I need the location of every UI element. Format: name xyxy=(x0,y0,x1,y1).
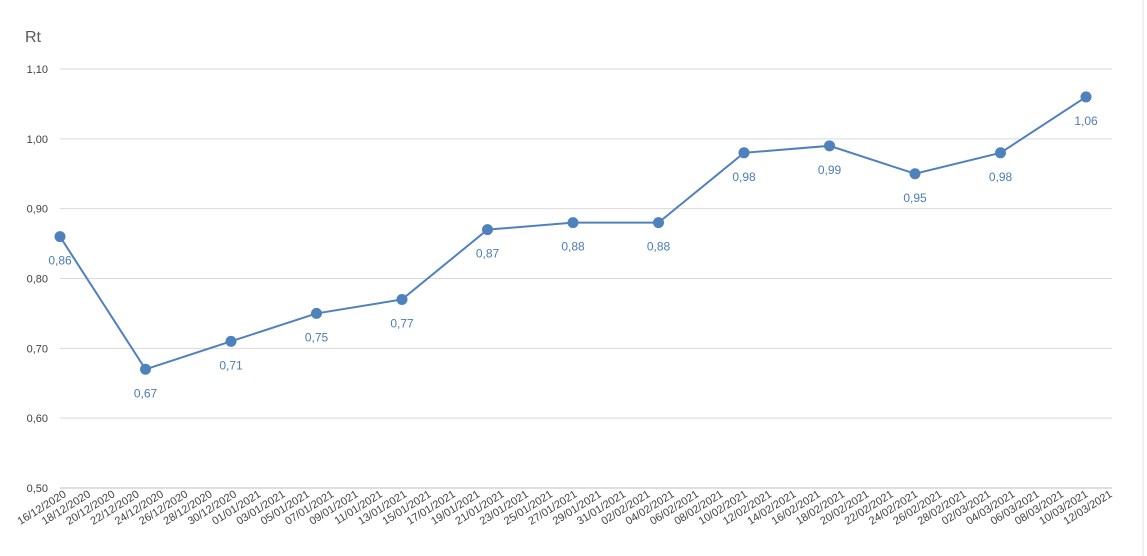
data-label: 0,67 xyxy=(134,386,158,400)
data-point xyxy=(909,168,921,180)
y-axis-title: Rt xyxy=(25,29,42,46)
data-point xyxy=(653,217,664,229)
data-point xyxy=(738,147,750,159)
y-axis-ticks: 0,50 0,60 0,70 0,80 0,90 1,00 1,10 xyxy=(27,64,48,495)
data-label: 0,88 xyxy=(647,240,671,254)
data-label: 0,88 xyxy=(561,240,585,254)
data-label: 0,98 xyxy=(732,170,756,184)
gridlines xyxy=(60,68,1112,489)
x-axis-ticks: 16/12/202018/12/202020/12/202022/12/2020… xyxy=(16,488,1115,527)
data-label: 1,06 xyxy=(1074,114,1098,128)
data-label: 0,99 xyxy=(818,163,842,177)
y-tick-label: 0,50 xyxy=(27,483,48,495)
data-labels: 0,86 0,67 0,71 0,75 0,77 0,87 0,88 0,88 0,98 0,99… xyxy=(48,114,1098,400)
data-label: 0,98 xyxy=(989,170,1013,184)
series-line xyxy=(59,96,1087,371)
y-tick-label: 0,80 xyxy=(27,274,48,286)
data-point xyxy=(396,293,408,305)
data-label: 0,95 xyxy=(903,191,927,205)
y-tick-label: 0,90 xyxy=(27,204,48,216)
data-point xyxy=(311,307,322,319)
data-label: 0,71 xyxy=(219,358,243,372)
data-point xyxy=(995,147,1006,159)
data-point xyxy=(824,140,835,152)
y-tick-label: 1,10 xyxy=(27,64,48,76)
data-label: 0,87 xyxy=(476,247,500,261)
data-label: 0,75 xyxy=(305,330,329,344)
series-rt xyxy=(54,91,1092,375)
data-point xyxy=(482,224,493,236)
y-tick-label: 0,70 xyxy=(27,343,48,355)
data-label: 0,86 xyxy=(48,254,72,268)
y-tick-label: 1,00 xyxy=(27,134,48,146)
data-point xyxy=(225,335,237,347)
data-point xyxy=(54,231,66,243)
data-point xyxy=(1080,91,1092,103)
data-label: 0,77 xyxy=(390,316,414,330)
y-tick-label: 0,60 xyxy=(27,413,48,425)
data-point xyxy=(567,217,579,229)
data-point xyxy=(140,363,151,375)
